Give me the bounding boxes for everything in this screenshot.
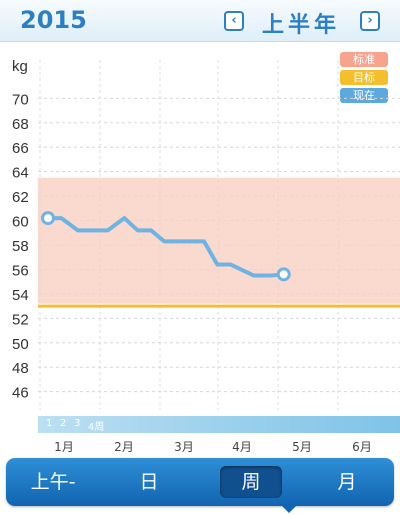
series-point <box>276 267 291 282</box>
week-strip[interactable]: 1 2 3 4周 <box>38 416 400 433</box>
y-tick-label: 52 <box>12 311 29 328</box>
legend-item-target: 目标 <box>340 70 388 85</box>
month-label: 3月 <box>174 440 194 454</box>
y-tick-label: 50 <box>12 336 29 353</box>
month-label: 4月 <box>232 440 252 454</box>
y-tick-label: 60 <box>12 214 29 231</box>
period-tab-bar: 上午- 日 周 月 <box>6 458 394 506</box>
period-label: 上半年 <box>262 13 341 38</box>
week-label: 3 <box>74 418 81 429</box>
y-tick-label: 70 <box>12 91 29 108</box>
week-label: 4周 <box>88 422 105 433</box>
series-point <box>41 211 55 226</box>
y-tick-label: 54 <box>12 287 29 304</box>
standard-range-band <box>38 177 400 304</box>
y-tick-label: 56 <box>12 262 29 279</box>
year-label: 2015 <box>20 6 87 34</box>
y-tick-label: 62 <box>12 189 29 206</box>
month-label: 6月 <box>352 440 372 454</box>
month-label: 5月 <box>292 440 312 454</box>
legend-item-standard: 标准 <box>340 52 388 67</box>
y-tick-label: 68 <box>12 116 29 133</box>
header-bar: 2015 ‹ 上半年 › <box>0 0 400 42</box>
week-label: 1 <box>46 418 53 429</box>
y-tick-label: 64 <box>12 165 29 182</box>
month-label: 1月 <box>54 440 74 454</box>
y-tick-label: 58 <box>12 238 29 255</box>
y-tick-label: 46 <box>12 385 29 402</box>
chevron-right-icon[interactable]: › <box>360 11 380 31</box>
y-tick-label: 66 <box>12 140 29 157</box>
series-line <box>48 216 284 278</box>
tab-day[interactable]: 日 <box>139 471 159 493</box>
month-label: 2月 <box>114 440 134 454</box>
tab-week[interactable]: 周 <box>220 466 282 498</box>
y-axis-unit: kg <box>12 58 28 75</box>
legend: 标准 目标 现在 <box>340 52 388 106</box>
tab-morning[interactable]: 上午- <box>30 471 76 493</box>
active-tab-pointer <box>280 504 298 513</box>
week-label: 2 <box>60 418 67 429</box>
chevron-left-icon[interactable]: ‹ <box>224 11 244 31</box>
y-tick-label: 48 <box>12 360 29 377</box>
tab-month[interactable]: 月 <box>337 471 357 493</box>
